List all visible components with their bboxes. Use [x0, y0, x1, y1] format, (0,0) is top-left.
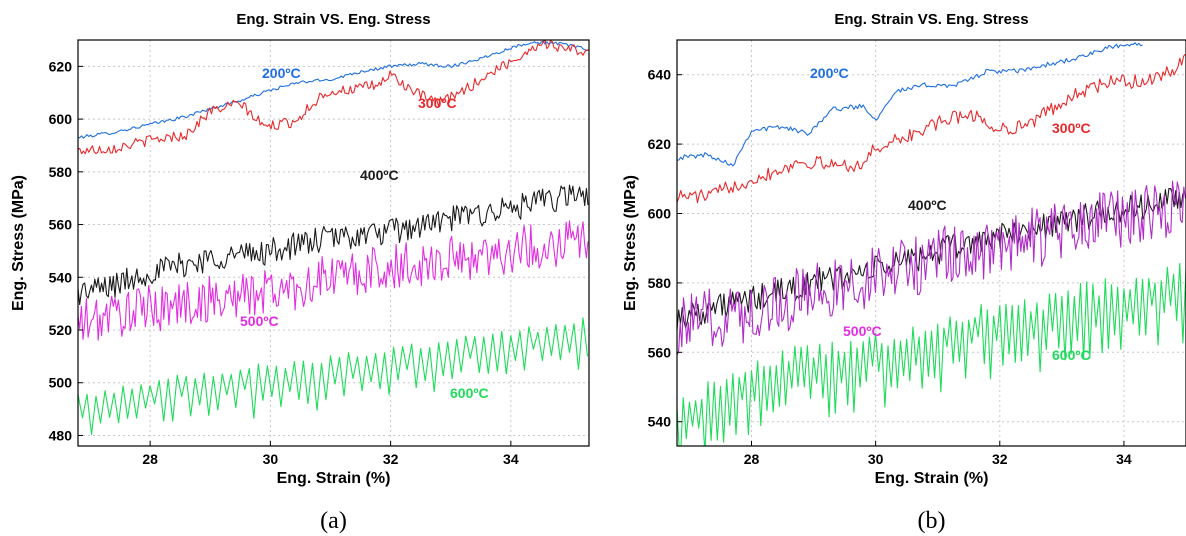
y-tick-label: 520: [49, 322, 73, 338]
y-tick-label: 580: [49, 164, 73, 180]
series-label-300: 300ºC: [1052, 120, 1091, 136]
x-tick-label: 34: [1116, 451, 1132, 467]
plot-frame: [676, 39, 1186, 447]
series-line-4: [677, 180, 1186, 356]
x-tick-label: 28: [142, 451, 158, 467]
y-tick-label: 480: [49, 427, 73, 443]
x-tick-label: 30: [868, 451, 884, 467]
series-label-600: 600ºC: [450, 385, 489, 401]
y-tick-label: 600: [648, 206, 672, 222]
series-line-1: [78, 40, 589, 139]
series-label-300: 300ºC: [418, 95, 457, 111]
series-label-200: 200ºC: [810, 65, 849, 81]
panel-caption-b: (b): [918, 508, 946, 534]
series-group: [677, 42, 1186, 446]
y-tick-label: 600: [49, 111, 73, 127]
x-tick-label: 30: [263, 451, 279, 467]
y-tick-label: 500: [49, 375, 73, 391]
series-line-2: [78, 40, 589, 155]
series-label-200: 200ºC: [262, 65, 301, 81]
series-line-2: [677, 53, 1186, 204]
series-label-400: 400ºC: [908, 197, 947, 213]
series-line-5: [677, 262, 1186, 446]
chart-title: Eng. Strain VS. Eng. Stress: [236, 11, 430, 28]
series-label-500: 500ºC: [240, 313, 279, 329]
y-tick-label: 540: [648, 414, 672, 430]
x-axis-label: Eng. Strain (%): [875, 470, 989, 487]
series-label-400: 400ºC: [360, 167, 399, 183]
y-axis-label: Eng. Stress (MPa): [10, 175, 27, 311]
series-line-1: [677, 42, 1143, 167]
y-tick-label: 620: [648, 136, 672, 152]
series-label-600: 600ºC: [1052, 347, 1091, 363]
series-group: [78, 40, 589, 436]
y-tick-label: 560: [49, 217, 73, 233]
x-tick-label: 34: [503, 451, 519, 467]
panel-caption-a: (a): [320, 508, 347, 534]
plot-frame: [77, 39, 590, 447]
x-tick-label: 28: [744, 451, 760, 467]
x-tick-label: 32: [383, 451, 399, 467]
chart-title: Eng. Strain VS. Eng. Stress: [834, 11, 1028, 28]
y-tick-label: 540: [49, 269, 73, 285]
series-line-3: [677, 188, 1185, 331]
chart-panel-a: 28 30 32 34 480 500 520 540 560 580 600 620 Eng. Str…: [10, 11, 590, 534]
series-line-5: [78, 317, 589, 436]
chart-panel-b: 28 30 32 34 540 560 580 600 620 640 Eng. Strain VS…: [622, 11, 1186, 534]
x-axis-label: Eng. Strain (%): [277, 470, 391, 487]
y-tick-label: 620: [49, 58, 73, 74]
x-tick-label: 32: [992, 451, 1008, 467]
y-axis-label: Eng. Stress (MPa): [622, 175, 639, 311]
y-tick-label: 560: [648, 344, 672, 360]
series-line-3: [78, 184, 589, 306]
y-tick-label: 580: [648, 275, 672, 291]
series-line-4: [78, 220, 589, 341]
y-tick-label: 640: [648, 67, 672, 83]
series-label-500: 500ºC: [843, 323, 882, 339]
